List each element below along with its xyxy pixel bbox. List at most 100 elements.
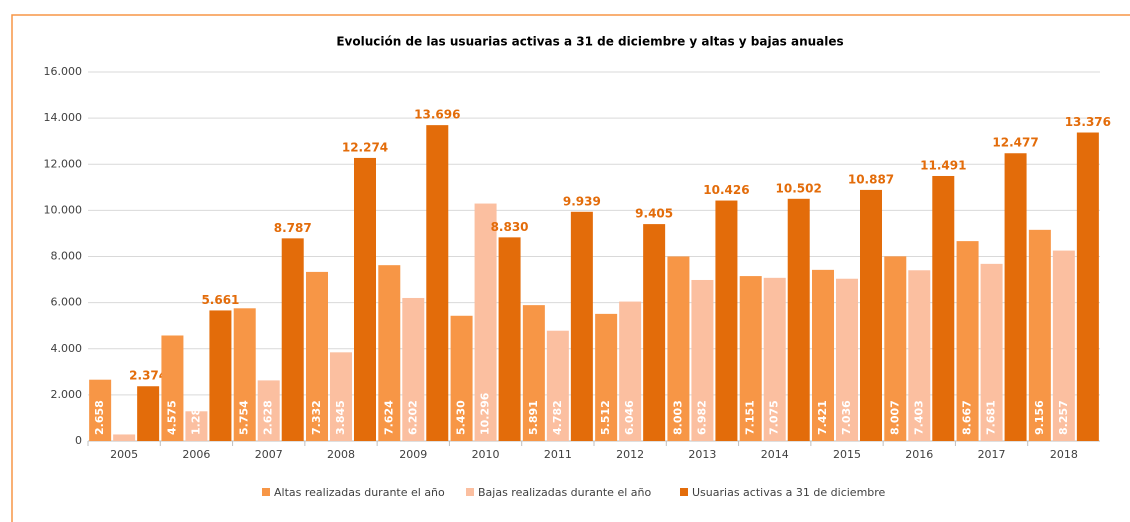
- bar: [426, 125, 449, 442]
- bar: [932, 175, 955, 441]
- bar: [354, 157, 376, 441]
- value-label: 10.426: [703, 183, 749, 197]
- y-tick-label: 12.000: [44, 157, 83, 170]
- legend-swatch: [680, 488, 688, 496]
- bar: [257, 380, 280, 441]
- bar: [812, 269, 834, 441]
- value-label: 10.296: [479, 392, 492, 435]
- value-label: 7.403: [912, 400, 925, 435]
- x-tick-label: 2007: [255, 448, 283, 461]
- value-label: 3.845: [334, 400, 347, 435]
- bar: [1028, 229, 1051, 441]
- value-label: 8.667: [961, 400, 974, 435]
- value-label: 4.575: [165, 400, 178, 435]
- frame: [11, 14, 1130, 522]
- value-label: 10.502: [776, 181, 822, 195]
- bar: [137, 386, 160, 441]
- bar: [161, 335, 184, 441]
- value-label: 8.257: [1057, 400, 1070, 435]
- value-label: 9.405: [635, 207, 673, 221]
- y-tick-label: 16.000: [44, 65, 83, 78]
- value-label: 7.681: [985, 400, 998, 435]
- bar: [474, 203, 497, 441]
- legend-label: Usuarias activas a 31 de diciembre: [692, 486, 886, 499]
- value-label: 6.202: [406, 400, 419, 435]
- bar: [522, 305, 545, 441]
- x-tick-label: 2016: [905, 448, 933, 461]
- value-label: 8.830: [491, 220, 529, 234]
- value-label: 4.782: [551, 400, 564, 435]
- x-tick-label: 2017: [978, 448, 1006, 461]
- bar: [450, 315, 473, 441]
- x-tick-label: 2005: [110, 448, 138, 461]
- bar: [281, 238, 304, 441]
- value-label: 2.628: [262, 400, 275, 435]
- legend-label: Altas realizadas durante el año: [274, 486, 445, 499]
- x-tick-label: 2013: [688, 448, 716, 461]
- bar: [1052, 250, 1075, 441]
- value-label: 5.430: [455, 400, 468, 435]
- value-label: 7.421: [816, 400, 829, 435]
- bar: [306, 271, 328, 441]
- y-tick-label: 14.000: [44, 111, 83, 124]
- bar: [402, 297, 425, 441]
- bar: [1004, 153, 1027, 441]
- bar: [546, 330, 569, 441]
- legend-label: Bajas realizadas durante el año: [478, 486, 651, 499]
- y-tick-label: 4.000: [51, 342, 83, 355]
- value-label: 12.274: [342, 140, 388, 154]
- value-label: 9.156: [1033, 400, 1046, 435]
- chart-title: Evolución de las usuarias activas a 31 d…: [336, 35, 843, 49]
- value-label: 2.658: [93, 400, 106, 435]
- x-tick-label: 2014: [761, 448, 789, 461]
- bar: [884, 256, 907, 441]
- y-tick-label: 0: [75, 434, 82, 447]
- bar: [691, 279, 714, 441]
- value-label: 5.661: [201, 293, 239, 307]
- bar: [595, 313, 618, 441]
- value-label: 11.491: [920, 158, 966, 172]
- x-tick-label: 2010: [472, 448, 500, 461]
- value-label: 7.151: [744, 400, 757, 435]
- value-label: 5.512: [599, 400, 612, 435]
- y-tick-label: 8.000: [51, 250, 83, 263]
- bar: [619, 301, 642, 441]
- value-label: 8.007: [888, 400, 901, 435]
- value-label: 6.046: [623, 400, 636, 435]
- bar: [89, 379, 112, 441]
- bar: [763, 277, 786, 441]
- value-label: 8.003: [671, 400, 684, 435]
- bar: [860, 189, 882, 441]
- bar: [209, 310, 232, 441]
- bar: [739, 276, 762, 441]
- bar: [330, 352, 352, 441]
- value-label: 7.036: [840, 400, 853, 435]
- value-label: 6.982: [695, 400, 708, 435]
- value-label: 13.376: [1065, 115, 1111, 129]
- bar: [715, 200, 738, 441]
- value-label: 13.696: [414, 108, 460, 122]
- value-label: 12.477: [992, 136, 1038, 150]
- bar: [233, 308, 256, 441]
- value-label: 5.891: [527, 400, 540, 435]
- bar: [570, 211, 593, 441]
- value-label: 2.374: [129, 369, 167, 383]
- y-tick-label: 10.000: [44, 203, 83, 216]
- value-label: 7.332: [310, 400, 323, 435]
- bar: [956, 241, 979, 441]
- y-tick-label: 2.000: [51, 388, 83, 401]
- x-tick-label: 2006: [182, 448, 210, 461]
- value-label: 7.075: [768, 400, 781, 435]
- bar: [1076, 132, 1099, 442]
- bar: [498, 237, 521, 441]
- value-label: 7.624: [382, 400, 395, 435]
- y-tick-label: 6.000: [51, 296, 83, 309]
- bar: [836, 278, 858, 441]
- value-label: 9.939: [563, 194, 601, 208]
- bar: [787, 198, 810, 441]
- value-label: 10.887: [848, 172, 894, 186]
- x-tick-label: 2015: [833, 448, 861, 461]
- bar: [185, 411, 208, 441]
- x-tick-label: 2012: [616, 448, 644, 461]
